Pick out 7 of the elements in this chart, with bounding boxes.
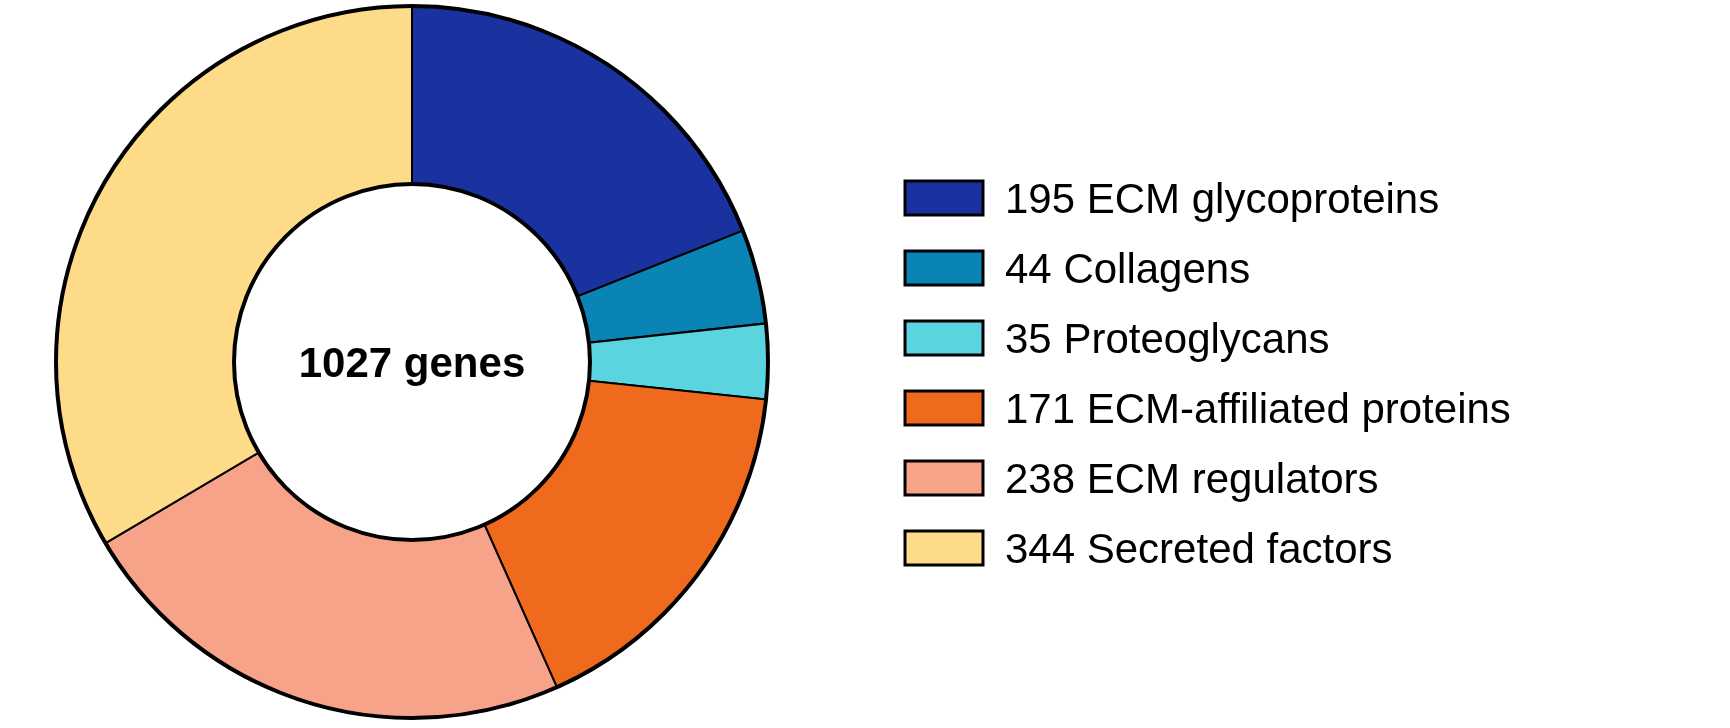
legend-label: 344 Secreted factors [1005,524,1393,572]
legend-label: 238 ECM regulators [1005,454,1379,502]
legend-label: 44 Collagens [1005,244,1251,292]
text: 1027 genes [298,338,526,386]
legend-label: 195 ECM glycoproteins [1005,174,1440,222]
legend-label: 35 Proteoglycans [1005,314,1330,362]
legend-label: 171 ECM-affiliated proteins [1005,384,1511,432]
